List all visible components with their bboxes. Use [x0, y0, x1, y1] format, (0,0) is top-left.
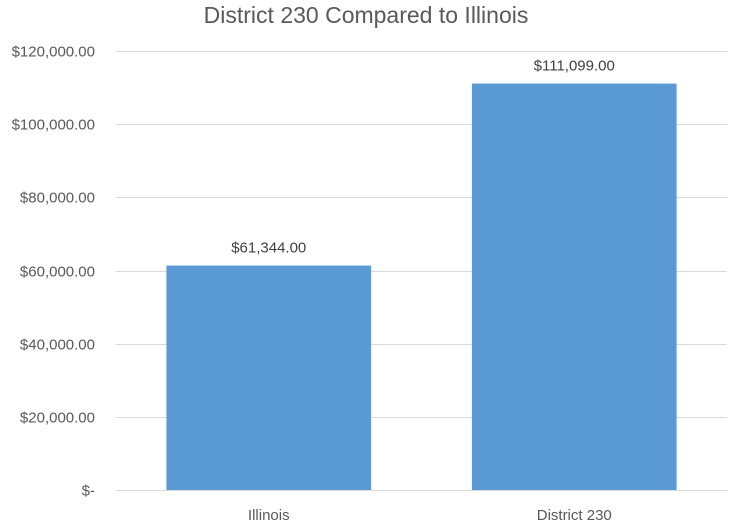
x-axis-ticks: Illinois District 230: [248, 507, 612, 523]
data-label: $111,099.00: [534, 58, 615, 75]
y-axis-ticks: $- $20,000.00 $40,000.00 $60,000.00 $80,000.…: [12, 44, 95, 500]
bar: [166, 265, 372, 490]
chart-title: District 230 Compared to Illinois: [203, 2, 529, 28]
y-tick-label: $100,000.00: [12, 117, 95, 134]
y-tick-label: $120,000.00: [12, 44, 95, 61]
data-labels: $61,344.00 $111,099.00: [231, 58, 615, 257]
y-tick-label: $60,000.00: [20, 264, 95, 281]
bar: [471, 83, 677, 490]
y-tick-label: $-: [82, 483, 95, 500]
bars: [166, 83, 677, 490]
data-label: $61,344.00: [231, 240, 306, 257]
x-tick-label: Illinois: [248, 507, 290, 523]
x-tick-label: District 230: [537, 507, 612, 523]
y-tick-label: $40,000.00: [20, 337, 95, 354]
y-tick-label: $80,000.00: [20, 190, 95, 207]
y-tick-label: $20,000.00: [20, 410, 95, 427]
